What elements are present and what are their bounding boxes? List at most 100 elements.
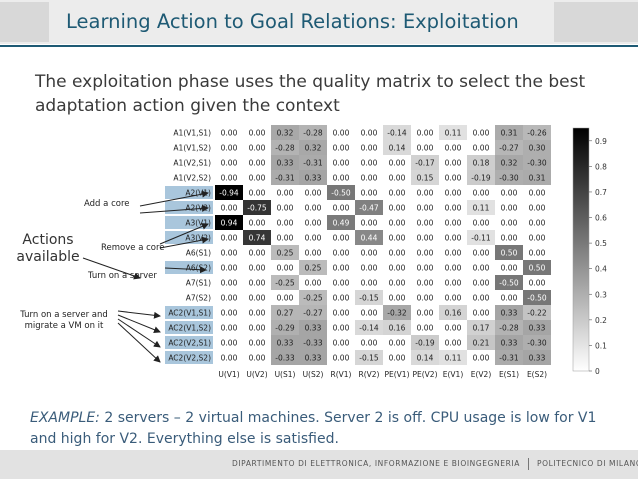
heatmap-cell	[327, 200, 355, 215]
cell-value-label: 0.00	[277, 294, 294, 303]
heatmap-cell	[215, 215, 243, 230]
cell-value-label: 0.00	[305, 219, 322, 228]
heatmap-cell	[467, 155, 495, 170]
heatmap-cell	[299, 275, 327, 290]
heatmap-cell	[439, 275, 467, 290]
cell-value-label: -0.14	[359, 324, 379, 333]
cell-value-label: -0.15	[359, 294, 379, 303]
annotation-remove-core: Remove a core	[101, 243, 165, 253]
cell-value-label: 0.00	[305, 189, 322, 198]
cell-value-label: -0.22	[527, 309, 547, 318]
heatmap-cell	[411, 335, 439, 350]
heatmap-cell	[271, 215, 299, 230]
cell-value-label: 0.00	[501, 204, 518, 213]
cell-value-label: 0.00	[333, 309, 350, 318]
heatmap-cell	[355, 170, 383, 185]
cell-value-label: 0.00	[361, 189, 378, 198]
cell-value-label: 0.00	[473, 264, 490, 273]
cell-value-label: 0.00	[249, 279, 266, 288]
cell-value-label: 0.00	[361, 264, 378, 273]
annotation-turn-on-migrate: Turn on a server and migrate a VM on it	[20, 310, 108, 331]
heatmap-cell	[327, 230, 355, 245]
heatmap-cell	[439, 140, 467, 155]
heatmap-cell	[327, 260, 355, 275]
heatmap-cell	[355, 215, 383, 230]
heatmap-cell	[495, 305, 523, 320]
heatmap-cell	[299, 155, 327, 170]
heatmap-cell	[327, 350, 355, 365]
heatmap-cell	[299, 245, 327, 260]
cell-value-label: 0.00	[501, 234, 518, 243]
row-label: AC2(V2,S2)	[168, 354, 211, 363]
cell-value-label: 0.00	[249, 294, 266, 303]
row-highlight	[165, 306, 213, 319]
header-left-block	[0, 2, 49, 42]
cell-value-label: 0.00	[417, 279, 434, 288]
heatmap-cell	[383, 260, 411, 275]
heatmap-cell	[243, 200, 271, 215]
colorbar-tick-label: 0.9	[595, 137, 607, 146]
heatmap-cell	[299, 320, 327, 335]
heatmap-cell	[495, 320, 523, 335]
annotation-turn-on-server: Turn on a server	[88, 271, 157, 281]
row-label: A6(S2)	[186, 264, 211, 273]
cell-value-label: 0.33	[277, 159, 294, 168]
cell-value-label: 0.00	[417, 234, 434, 243]
cell-value-label: 0.00	[529, 204, 546, 213]
cell-value-label: 0.00	[417, 189, 434, 198]
heatmap-cell	[327, 155, 355, 170]
cell-value-label: 0.00	[417, 129, 434, 138]
column-label: PE(V2)	[412, 370, 437, 379]
cell-value-label: 0.00	[221, 309, 238, 318]
heatmap-cell	[215, 125, 243, 140]
cell-value-label: 0.00	[277, 264, 294, 273]
column-label: U(S1)	[275, 370, 296, 379]
heatmap-cell	[271, 230, 299, 245]
cell-value-label: -0.14	[387, 129, 407, 138]
cell-value-label: 0.00	[389, 159, 406, 168]
cell-value-label: 0.00	[389, 174, 406, 183]
cell-value-label: 0.00	[221, 339, 238, 348]
cell-value-label: 0.00	[277, 204, 294, 213]
cell-value-label: 0.00	[529, 279, 546, 288]
row-highlight	[165, 336, 213, 349]
cell-value-label: -0.47	[359, 204, 379, 213]
heatmap-cell	[243, 215, 271, 230]
heatmap-cell	[383, 275, 411, 290]
cell-value-label: 0.00	[221, 204, 238, 213]
cell-value-label: 0.00	[333, 249, 350, 258]
example-label: EXAMPLE:	[30, 410, 100, 426]
heatmap-cell	[327, 245, 355, 260]
heatmap-cell	[299, 125, 327, 140]
cell-value-label: 0.00	[445, 219, 462, 228]
row-highlight	[165, 216, 213, 229]
heatmap-cell	[383, 245, 411, 260]
heatmap-cell	[523, 260, 551, 275]
cell-value-label: 0.00	[445, 144, 462, 153]
cell-value-label: 0.00	[361, 129, 378, 138]
heatmap-cell	[523, 305, 551, 320]
heatmap-cell	[327, 275, 355, 290]
cell-value-label: 0.16	[389, 324, 406, 333]
cell-value-label: 0.00	[249, 354, 266, 363]
heatmap-cell	[243, 275, 271, 290]
cell-value-label: 0.00	[389, 189, 406, 198]
cell-value-label: 0.18	[473, 159, 490, 168]
heatmap-cell	[271, 320, 299, 335]
heatmap-cell	[271, 275, 299, 290]
cell-value-label: 0.00	[473, 354, 490, 363]
heatmap-cell	[523, 290, 551, 305]
cell-value-label: -0.17	[415, 159, 435, 168]
cell-value-label: 0.00	[389, 354, 406, 363]
cell-value-label: -0.33	[275, 354, 295, 363]
cell-value-label: 0.00	[305, 249, 322, 258]
cell-value-label: 0.00	[361, 144, 378, 153]
cell-value-label: 0.32	[277, 129, 294, 138]
cell-value-label: -0.31	[499, 354, 519, 363]
colorbar	[572, 127, 590, 372]
cell-value-label: 0.00	[529, 249, 546, 258]
cell-value-label: 0.00	[277, 219, 294, 228]
cell-value-label: 0.00	[221, 264, 238, 273]
cell-value-label: 0.00	[473, 189, 490, 198]
cell-value-label: 0.00	[473, 309, 490, 318]
